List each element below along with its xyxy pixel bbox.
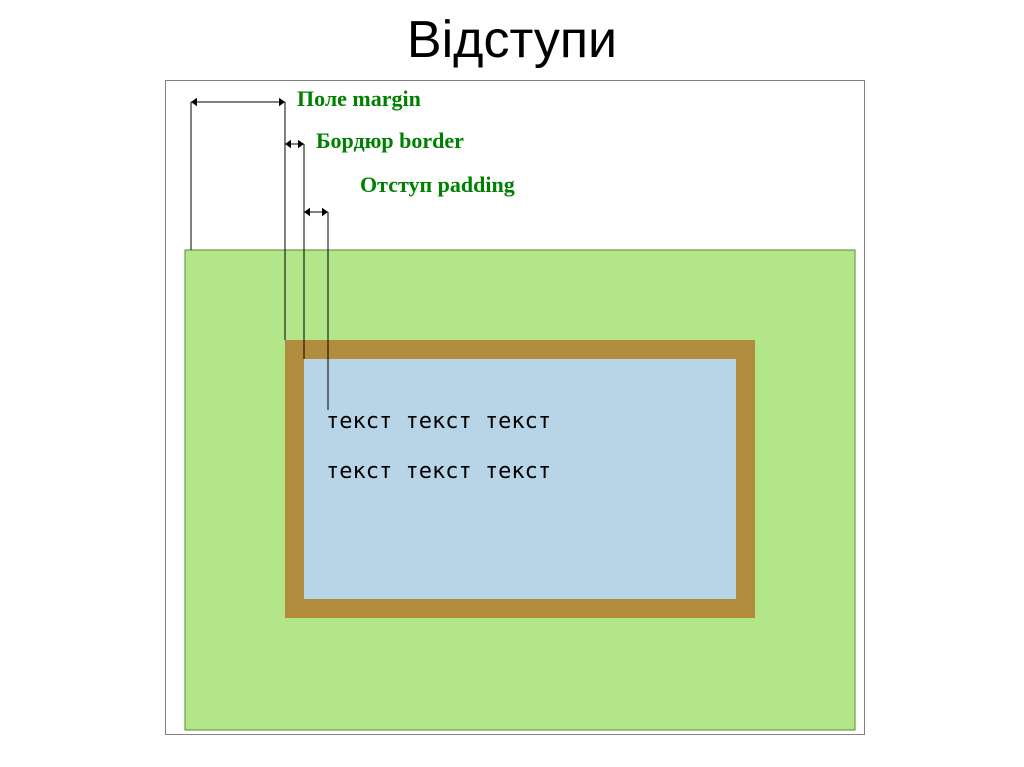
diagram-svg: текст текст текст текст текст текст Поле m… bbox=[165, 80, 865, 740]
page-title: Відступи bbox=[0, 10, 1024, 70]
box-model-diagram: текст текст текст текст текст текст Поле m… bbox=[165, 80, 865, 730]
label-margin: Поле margin bbox=[297, 86, 421, 111]
label-padding: Отступ padding bbox=[360, 172, 515, 197]
content-text-line2: текст текст текст bbox=[326, 459, 551, 484]
label-border: Бордюр border bbox=[316, 128, 464, 153]
content-text-line1: текст текст текст bbox=[326, 409, 551, 434]
